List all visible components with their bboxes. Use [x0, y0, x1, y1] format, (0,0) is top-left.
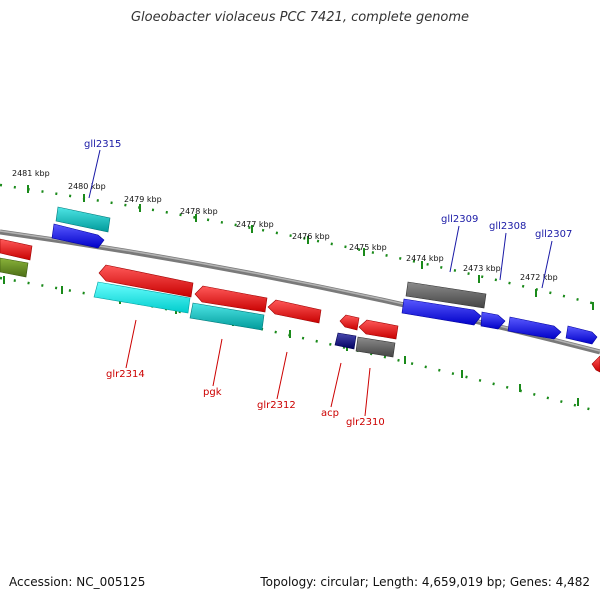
gene-gll2309-gray[interactable]: [405, 281, 487, 309]
gene-label-pgk[interactable]: pgk: [203, 387, 222, 398]
outer-major-ticks: [27, 185, 594, 310]
gene-label-acp[interactable]: acp: [321, 408, 339, 419]
scale-label: 2472 kbp: [520, 273, 558, 282]
gene-label-glr2314[interactable]: glr2314: [106, 369, 145, 380]
accession-text: Accession: NC_005125: [9, 575, 146, 589]
gene-gll2315[interactable]: [51, 223, 105, 249]
scale-label: 2474 kbp: [406, 254, 444, 263]
forward-label-lines: [88, 149, 553, 289]
gene-glr2314[interactable]: [98, 264, 194, 298]
gene-glr2312[interactable]: [267, 299, 322, 324]
gene-pgk-cyan[interactable]: [189, 302, 265, 331]
gene-acp-navy[interactable]: [334, 332, 357, 350]
gene-acp[interactable]: [339, 314, 360, 331]
gene-label-glr2312[interactable]: glr2312: [257, 400, 296, 411]
gene-label-gll2309[interactable]: gll2309: [441, 214, 478, 225]
gene-gll2307[interactable]: [507, 316, 562, 340]
map-title: Gloeobacter violaceus PCC 7421, complete…: [130, 10, 470, 25]
scale-label: 2473 kbp: [463, 264, 501, 273]
gene-label-gll2315[interactable]: gll2315: [84, 139, 121, 150]
scale-label: 2481 kbp: [12, 169, 50, 178]
reverse-genes: [0, 238, 600, 373]
scale-label: 2477 kbp: [236, 220, 274, 229]
forward-gene-labels: gll2315 gll2309 gll2308 gll2307: [84, 139, 572, 240]
scale-label: 2480 kbp: [68, 182, 106, 191]
gene-gll2315-cyan[interactable]: [55, 206, 111, 233]
gene-label-glr2310[interactable]: glr2310: [346, 417, 385, 428]
scale-label: 2476 kbp: [292, 232, 330, 241]
reverse-label-lines: [125, 319, 371, 417]
scale-labels: 2481 kbp 2480 kbp 2479 kbp 2478 kbp 2477…: [12, 169, 558, 282]
reverse-gene-labels: glr2314 pgk glr2312 acp glr2310: [106, 369, 385, 428]
gene-gll2308[interactable]: [480, 311, 506, 330]
scale-label: 2479 kbp: [124, 195, 162, 204]
genome-backbone: [0, 229, 600, 355]
gene-glr2310-gray[interactable]: [355, 336, 396, 358]
gene-glr2310[interactable]: [358, 319, 399, 340]
gene-glr2314-cyan[interactable]: [93, 281, 191, 314]
gene-left-olive[interactable]: [0, 257, 29, 278]
scale-label: 2475 kbp: [349, 243, 387, 252]
genome-backbone-highlight: [0, 230, 600, 352]
gene-forward-edge[interactable]: [565, 325, 598, 345]
scale-label: 2478 kbp: [180, 207, 218, 216]
gene-label-gll2307[interactable]: gll2307: [535, 229, 572, 240]
topology-text: Topology: circular; Length: 4,659,019 bp…: [260, 575, 590, 589]
gene-label-gll2308[interactable]: gll2308: [489, 221, 526, 232]
gene-right-red[interactable]: [591, 355, 600, 373]
forward-genes: [51, 206, 598, 345]
gene-pgk[interactable]: [194, 285, 268, 313]
inner-major-ticks: [3, 276, 579, 406]
gene-gll2309[interactable]: [401, 298, 482, 326]
gene-left-red[interactable]: [0, 238, 33, 261]
inner-scale-track: [0, 276, 600, 414]
